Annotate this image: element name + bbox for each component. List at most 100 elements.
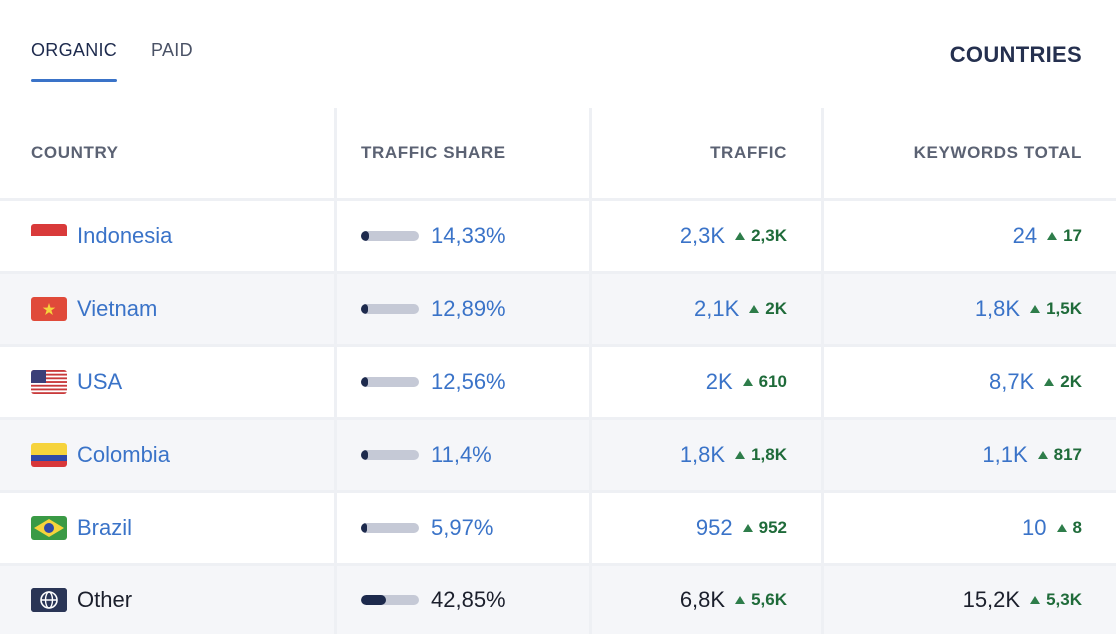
country-cell: Other [0, 566, 334, 634]
country-cell: Indonesia [0, 201, 334, 271]
traffic-share-cell: 12,56% [337, 347, 589, 417]
keywords-delta: 817 [1037, 445, 1082, 465]
country-link[interactable]: USA [77, 369, 123, 394]
traffic-value[interactable]: 2,1K [694, 296, 740, 321]
traffic-cell: 6,8K 5,6K [592, 566, 821, 634]
keywords-value[interactable]: 1,8K [974, 296, 1021, 321]
brazil-flag-icon [31, 516, 67, 540]
country-link[interactable]: Colombia [77, 442, 170, 467]
traffic-value[interactable]: 1,8K [679, 442, 726, 467]
keywords-delta-value: 8 [1072, 518, 1082, 537]
traffic-value[interactable]: 2,3K [679, 223, 726, 248]
traffic-value[interactable]: 2K [705, 369, 733, 394]
traffic-share-cell: 14,33% [337, 201, 589, 271]
traffic-share-bar-fill [361, 231, 370, 241]
col-header-traffic-share[interactable]: TRAFFIC SHARE [337, 108, 589, 198]
keywords-delta-value: 817 [1053, 445, 1082, 464]
traffic-delta: 5,6K [735, 590, 787, 610]
traffic-share-value[interactable]: 11,4% [431, 442, 492, 467]
countries-table: COUNTRY TRAFFIC SHARE TRAFFIC KEYWORDS T… [0, 108, 1116, 634]
traffic-delta: 1,8K [735, 445, 787, 465]
active-tab-indicator [31, 79, 117, 82]
traffic-delta-value: 1,8K [751, 445, 787, 464]
traffic-delta-value: 2K [765, 299, 787, 318]
keywords-delta: 5,3K [1030, 590, 1082, 610]
traffic-delta-value: 610 [758, 372, 787, 391]
traffic-share-value: 42,85% [431, 587, 506, 612]
traffic-share-bar-fill [361, 595, 386, 605]
keywords-delta: 8 [1056, 518, 1082, 538]
up-triangle-icon [749, 305, 760, 313]
keywords-delta: 2K [1044, 372, 1082, 392]
keywords-value: 15,2K [962, 587, 1021, 612]
traffic-value[interactable]: 952 [695, 515, 733, 540]
keywords-delta-value: 2K [1060, 372, 1082, 391]
keywords-cell: 1,1K 817 [824, 420, 1116, 490]
country-link[interactable]: Brazil [77, 515, 133, 540]
traffic-cell: 2K 610 [592, 347, 821, 417]
traffic-value: 6,8K [679, 587, 726, 612]
col-header-country[interactable]: COUNTRY [0, 108, 334, 198]
keywords-value[interactable]: 24 [1012, 223, 1038, 248]
traffic-share-value[interactable]: 12,56% [431, 369, 506, 394]
country-link[interactable]: Vietnam [77, 296, 158, 321]
traffic-delta-value: 2,3K [751, 226, 787, 245]
table-row: Indonesia 14,33% 2,3K 2,3K 24 17 [0, 201, 1116, 271]
keywords-value[interactable]: 1,1K [982, 442, 1028, 467]
up-triangle-icon [735, 451, 746, 459]
traffic-cell: 2,3K 2,3K [592, 201, 821, 271]
up-triangle-icon [1037, 451, 1048, 459]
table-row: USA 12,56% 2K 610 8,7K 2K [0, 347, 1116, 417]
keywords-value[interactable]: 10 [1022, 515, 1047, 540]
traffic-share-cell: 5,97% [337, 493, 589, 563]
up-triangle-icon [1056, 524, 1067, 532]
traffic-delta-value: 952 [758, 518, 787, 537]
up-triangle-icon [1030, 596, 1041, 604]
col-header-keywords-total[interactable]: KEYWORDS TOTAL [824, 108, 1116, 198]
traffic-share-bar [361, 231, 419, 241]
up-triangle-icon [742, 524, 753, 532]
keywords-cell: 10 8 [824, 493, 1116, 563]
country-cell: USA [0, 347, 334, 417]
keywords-delta: 17 [1047, 226, 1082, 246]
traffic-delta: 952 [742, 518, 787, 538]
up-triangle-icon [735, 232, 746, 240]
traffic-share-bar-fill [361, 523, 367, 533]
keywords-cell: 24 17 [824, 201, 1116, 271]
traffic-share-value[interactable]: 5,97% [431, 515, 494, 540]
colombia-flag-icon [31, 443, 67, 467]
traffic-share-cell: 12,89% [337, 274, 589, 344]
keywords-delta-value: 17 [1063, 226, 1082, 245]
usa-flag-icon [31, 370, 67, 394]
keywords-value[interactable]: 8,7K [989, 369, 1035, 394]
keywords-cell: 15,2K 5,3K [824, 566, 1116, 634]
traffic-share-cell: 42,85% [337, 566, 589, 634]
traffic-share-value[interactable]: 12,89% [431, 296, 506, 321]
vietnam-flag-icon [31, 297, 67, 321]
table-row: Brazil 5,97% 952 952 10 8 [0, 493, 1116, 563]
up-triangle-icon [1030, 305, 1041, 313]
keywords-delta-value: 5,3K [1046, 590, 1082, 609]
up-triangle-icon [1044, 378, 1055, 386]
traffic-share-value[interactable]: 14,33% [431, 223, 506, 248]
country-cell: Vietnam [0, 274, 334, 344]
keywords-delta: 1,5K [1030, 299, 1082, 319]
country-label: Other [77, 587, 133, 612]
traffic-share-bar-fill [361, 304, 369, 314]
up-triangle-icon [742, 378, 753, 386]
traffic-delta: 2,3K [735, 226, 787, 246]
tab-paid[interactable]: PAID [151, 40, 193, 60]
tab-organic[interactable]: ORGANIC [31, 40, 118, 60]
table-header: COUNTRY TRAFFIC SHARE TRAFFIC KEYWORDS T… [0, 108, 1116, 198]
section-title: COUNTRIES [949, 42, 1082, 67]
traffic-share-cell: 11,4% [337, 420, 589, 490]
table-row: Other 42,85% 6,8K 5,6K 15,2K 5,3K [0, 566, 1116, 634]
country-link[interactable]: Indonesia [77, 223, 173, 248]
col-header-traffic[interactable]: TRAFFIC [592, 108, 821, 198]
traffic-cell: 1,8K 1,8K [592, 420, 821, 490]
traffic-cell: 2,1K 2K [592, 274, 821, 344]
traffic-share-bar [361, 377, 419, 387]
keywords-delta-value: 1,5K [1046, 299, 1082, 318]
traffic-cell: 952 952 [592, 493, 821, 563]
